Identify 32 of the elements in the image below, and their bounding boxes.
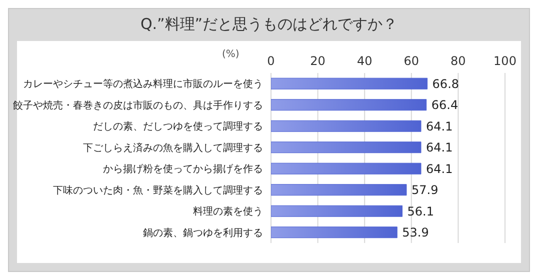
bar <box>271 226 398 238</box>
bar <box>271 184 407 196</box>
bar <box>271 142 422 154</box>
data-label: 53.9 <box>402 226 429 240</box>
y-tick-label: カレーやシチュー等の煮込み料理に市販のルーを使う <box>23 78 263 90</box>
y-tick-label: 餃子や焼売・春巻きの皮は市販のもの、具は手作りする <box>13 99 263 112</box>
data-label: 66.4 <box>431 98 458 112</box>
data-label: 56.1 <box>407 204 434 218</box>
y-tick-label: だしの素、だしつゆを使って調理する <box>93 120 263 133</box>
data-label: 64.1 <box>426 119 453 134</box>
chart-title: Q.”料理”だと思うものはどれですか？ <box>139 14 399 35</box>
y-tick-label: 下味のついた肉・魚・野菜を購入して調理する <box>53 184 263 196</box>
x-tick-label: 80 <box>450 54 466 68</box>
bar <box>271 78 428 90</box>
data-label: 64.1 <box>426 140 453 155</box>
y-tick-label: 下ごしらえ済みの魚を購入して調理する <box>83 142 263 154</box>
x-tick-label: 100 <box>494 54 516 68</box>
x-tick-label: 20 <box>310 54 326 68</box>
x-tick-label: 0 <box>267 54 275 68</box>
y-tick-label: から揚げ粉を使ってから揚げを作る <box>103 163 263 176</box>
data-label: 64.1 <box>426 162 453 176</box>
y-tick-label: 鍋の素、鍋つゆを利用する <box>143 226 263 239</box>
x-tick-label: 40 <box>356 54 372 68</box>
data-label: 66.8 <box>432 76 460 91</box>
bar <box>271 162 422 174</box>
data-label: 57.9 <box>411 183 438 198</box>
y-tick-label: 料理の素を使う <box>193 206 263 218</box>
bar <box>271 205 403 217</box>
bar <box>271 120 422 132</box>
bar <box>271 99 427 111</box>
x-axis-title: (%) <box>222 49 240 60</box>
x-tick-label: 60 <box>404 54 420 68</box>
